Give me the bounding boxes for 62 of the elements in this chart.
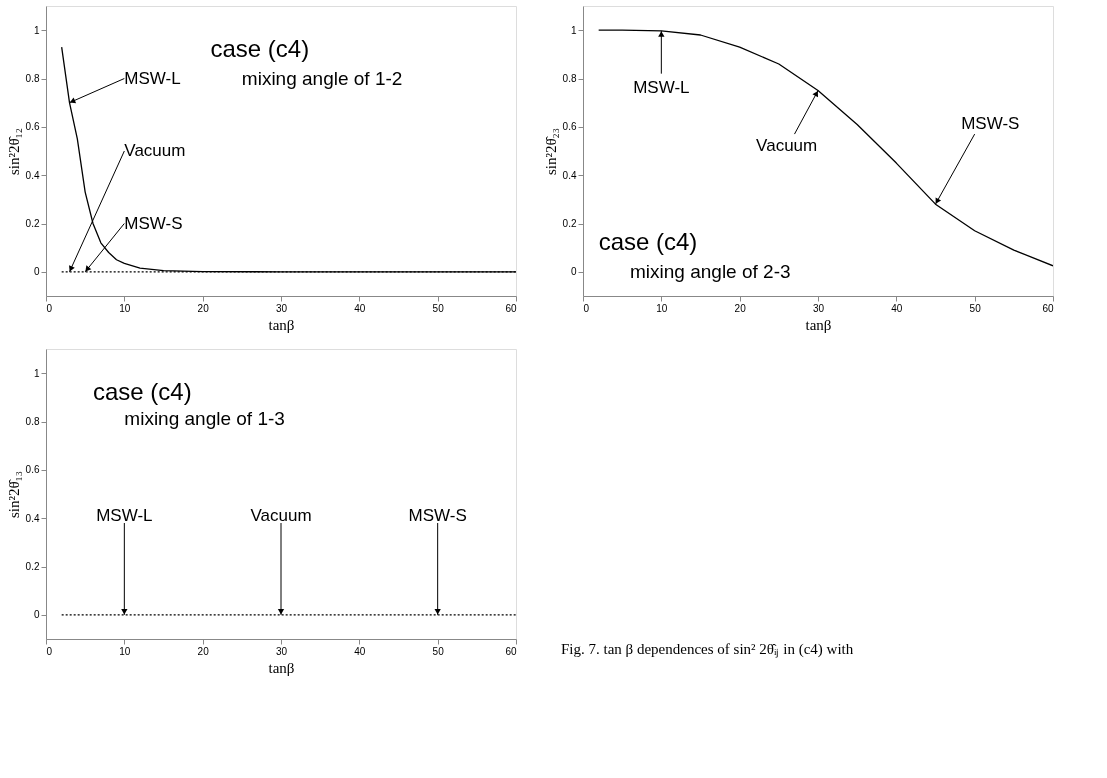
y-axis-title: sin²2θ̂₁₃ [5,470,22,519]
x-tick-label: 20 [197,645,210,657]
y-tick-label: 0.2 [562,218,577,229]
y-tick-label: 0 [33,609,40,621]
annotation: MSW-S [124,213,183,233]
x-tick-label: 50 [432,302,445,314]
x-tick-label: 20 [197,302,210,314]
y-tick-label: 0.6 [562,121,577,133]
annotation: Vacuum [756,136,818,156]
y-tick-label: 0.2 [25,218,40,229]
annotation: MSW-L [124,68,181,88]
x-tick-label: 10 [119,645,131,657]
caption: Fig. 7. tan β dependences of sin² 2θ̂ᵢⱼ in (c4) with [561,641,854,658]
annotation: MSW-S [961,114,1020,134]
y-tick-label: 0.4 [25,512,40,524]
x-tick-label: 40 [354,302,366,314]
x-tick-label: 0 [46,302,53,314]
x-tick-label: 40 [354,645,366,657]
x-tick-label: 30 [812,302,825,314]
x-tick-label: 60 [1042,302,1054,314]
y-tick-label: 0.8 [25,73,40,84]
x-tick-label: 60 [505,302,517,314]
y-tick-label: 1 [570,24,577,36]
text: mixing angle of 2-3 [630,260,791,282]
x-tick-label: 10 [656,302,668,314]
x-tick-label: 40 [891,302,903,314]
x-tick-label: 20 [734,302,747,314]
annotation: MSW-L [633,78,690,98]
y-tick-label: 0.4 [562,169,577,181]
x-tick-label: 50 [969,302,982,314]
annotation: MSW-S [408,505,467,525]
annotation: Vacuum [124,141,186,160]
x-tick-label: 10 [119,302,131,314]
text: mixing angle of 1-3 [124,408,285,430]
annotation: MSW-L [96,505,153,525]
text: case (c4) [93,377,192,405]
x-tick-label: 50 [432,645,445,657]
y-tick-label: 1 [33,24,40,36]
y-tick-label: 0.4 [25,169,40,181]
y-tick-label: 0.6 [25,121,40,133]
x-tick-label: 0 [583,302,590,314]
y-tick-label: 0 [570,266,577,278]
x-axis-title: tanβ [805,316,832,333]
y-tick-label: 0.8 [562,73,577,84]
text: case (c4) [210,34,310,62]
text: case (c4) [598,227,698,255]
y-tick-label: 0.6 [25,464,40,476]
text: mixing angle of 1-2 [241,67,403,89]
annotation: Vacuum [250,505,312,525]
line-series [598,29,1053,267]
x-axis-title: tanβ [268,316,295,333]
y-tick-label: 0.2 [25,561,40,572]
y-axis-title: sin²2θ̂₂₃ [542,127,559,176]
y-tick-label: 1 [33,367,40,379]
x-tick-label: 30 [275,302,288,314]
y-tick-label: 0 [33,266,40,278]
x-tick-label: 60 [505,645,517,657]
x-tick-label: 30 [275,645,288,657]
x-tick-label: 0 [46,645,53,657]
y-axis-title: sin²2θ̂₁₂ [5,127,22,176]
x-axis-title: tanβ [268,659,295,676]
y-tick-label: 0.8 [25,416,40,427]
